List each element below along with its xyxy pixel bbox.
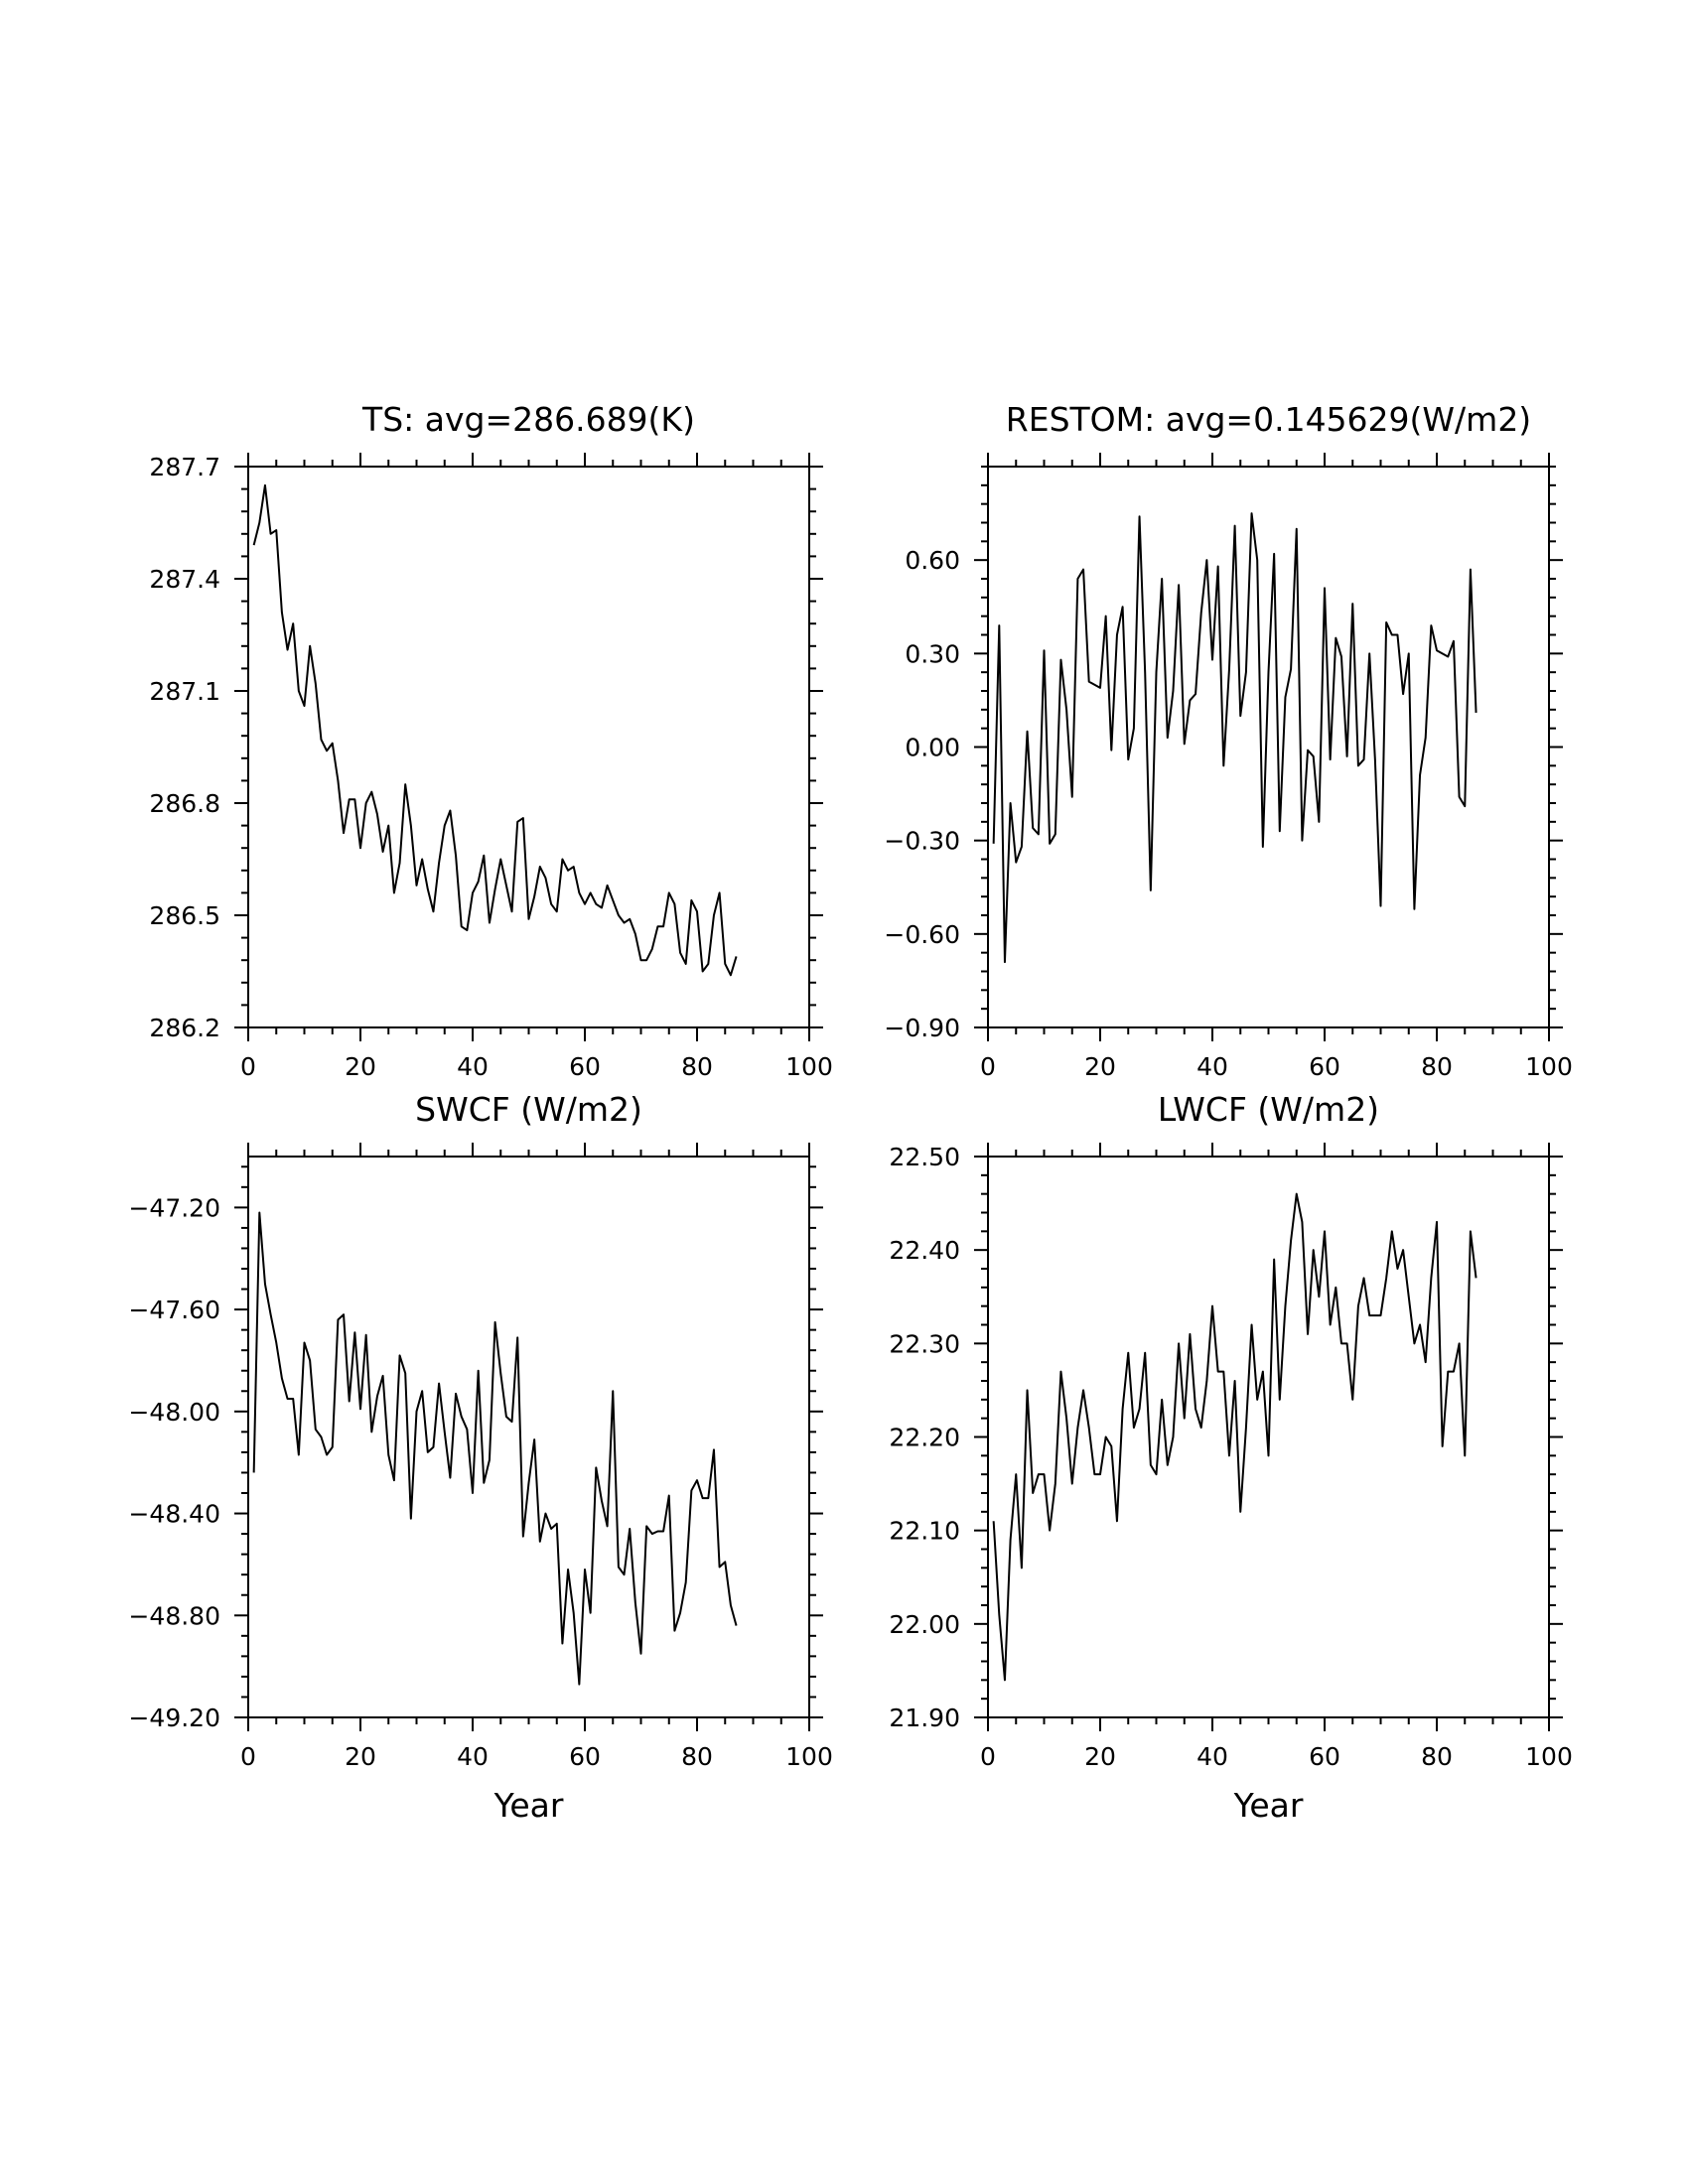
lwcf-chart-title: LWCF (W/m2) bbox=[1158, 1090, 1379, 1129]
lwcf-y-tick-label: 22.30 bbox=[889, 1329, 960, 1358]
lwcf-y-tick-label: 22.10 bbox=[889, 1517, 960, 1546]
swcf-x-tick-label: 40 bbox=[457, 1742, 489, 1771]
swcf-y-tick-label: −48.00 bbox=[128, 1398, 220, 1427]
swcf-y-tick-label: −48.80 bbox=[128, 1601, 220, 1630]
ts-series-line bbox=[252, 483, 738, 977]
ts-x-tick-label: 0 bbox=[240, 1052, 256, 1081]
swcf-series-line bbox=[252, 1211, 738, 1686]
ts-chart-title: TS: avg=286.689(K) bbox=[361, 400, 695, 439]
ts-x-tick-label: 80 bbox=[681, 1052, 713, 1081]
restom-x-tick-label: 100 bbox=[1525, 1052, 1573, 1081]
swcf-y-tick-label: −48.40 bbox=[128, 1500, 220, 1529]
swcf-x-tick-label: 60 bbox=[569, 1742, 601, 1771]
lwcf-x-tick-label: 100 bbox=[1525, 1742, 1573, 1771]
swcf-panel: SWCF (W/m2) 0 20 40 60 80 100 −49.20 −48.80 −48.4… bbox=[128, 1090, 832, 1825]
ts-panel: TS: avg=286.689(K) 0 20 40 60 80 100 286.2 286.5… bbox=[149, 400, 832, 1081]
lwcf-y-tick-label: 22.40 bbox=[889, 1236, 960, 1265]
restom-x-tick-label: 20 bbox=[1084, 1052, 1116, 1081]
lwcf-x-tick-label: 20 bbox=[1084, 1742, 1116, 1771]
restom-x-tick-label: 60 bbox=[1309, 1052, 1340, 1081]
ts-y-tick-label: 287.7 bbox=[149, 453, 220, 481]
swcf-x-axis-label: Year bbox=[493, 1786, 564, 1825]
lwcf-x-tick-label: 60 bbox=[1309, 1742, 1340, 1771]
swcf-y-tick-label: −49.20 bbox=[128, 1704, 220, 1732]
lwcf-series-line bbox=[992, 1192, 1477, 1682]
swcf-y-tick-label: −47.60 bbox=[128, 1296, 220, 1324]
restom-y-tick-label: 0.00 bbox=[905, 734, 960, 762]
restom-y-tick-label: −0.30 bbox=[884, 827, 960, 856]
restom-chart-title: RESTOM: avg=0.145629(W/m2) bbox=[1006, 400, 1531, 439]
ts-x-tick-label: 40 bbox=[457, 1052, 489, 1081]
restom-y-tick-label: 0.60 bbox=[905, 546, 960, 575]
lwcf-y-tick-label: 22.00 bbox=[889, 1610, 960, 1639]
ts-y-tick-label: 286.2 bbox=[149, 1014, 220, 1042]
swcf-x-tick-label: 80 bbox=[681, 1742, 713, 1771]
restom-x-tick-label: 80 bbox=[1421, 1052, 1453, 1081]
ts-y-tick-label: 286.5 bbox=[149, 901, 220, 930]
lwcf-y-tick-label: 21.90 bbox=[889, 1704, 960, 1732]
restom-y-tick-label: −0.90 bbox=[884, 1014, 960, 1042]
ts-x-tick-label: 20 bbox=[345, 1052, 376, 1081]
lwcf-x-tick-label: 40 bbox=[1196, 1742, 1228, 1771]
restom-panel: RESTOM: avg=0.145629(W/m2) 0 20 40 60 80 100 −0… bbox=[884, 400, 1572, 1081]
restom-x-tick-label: 40 bbox=[1196, 1052, 1228, 1081]
lwcf-y-tick-label: 22.50 bbox=[889, 1143, 960, 1171]
restom-y-tick-label: 0.30 bbox=[905, 639, 960, 668]
restom-y-tick-label: −0.60 bbox=[884, 920, 960, 949]
restom-series-line bbox=[992, 512, 1477, 964]
ts-x-tick-label: 100 bbox=[785, 1052, 833, 1081]
lwcf-x-tick-label: 80 bbox=[1421, 1742, 1453, 1771]
ts-y-tick-label: 286.8 bbox=[149, 789, 220, 818]
swcf-x-tick-label: 100 bbox=[785, 1742, 833, 1771]
lwcf-panel: LWCF (W/m2) 0 20 40 60 80 100 21.90 22.00 22.10 22… bbox=[889, 1090, 1572, 1825]
swcf-chart-title: SWCF (W/m2) bbox=[415, 1090, 642, 1129]
restom-x-tick-label: 0 bbox=[980, 1052, 996, 1081]
ts-y-tick-label: 287.4 bbox=[149, 565, 220, 594]
lwcf-x-tick-label: 0 bbox=[980, 1742, 996, 1771]
swcf-y-tick-label: −47.20 bbox=[128, 1193, 220, 1222]
ts-x-tick-label: 60 bbox=[569, 1052, 601, 1081]
restom-plot-frame bbox=[987, 466, 1550, 1028]
lwcf-x-axis-label: Year bbox=[1233, 1786, 1304, 1825]
swcf-x-tick-label: 0 bbox=[240, 1742, 256, 1771]
lwcf-y-tick-label: 22.20 bbox=[889, 1424, 960, 1452]
swcf-x-tick-label: 20 bbox=[345, 1742, 376, 1771]
ts-y-tick-label: 287.1 bbox=[149, 677, 220, 706]
